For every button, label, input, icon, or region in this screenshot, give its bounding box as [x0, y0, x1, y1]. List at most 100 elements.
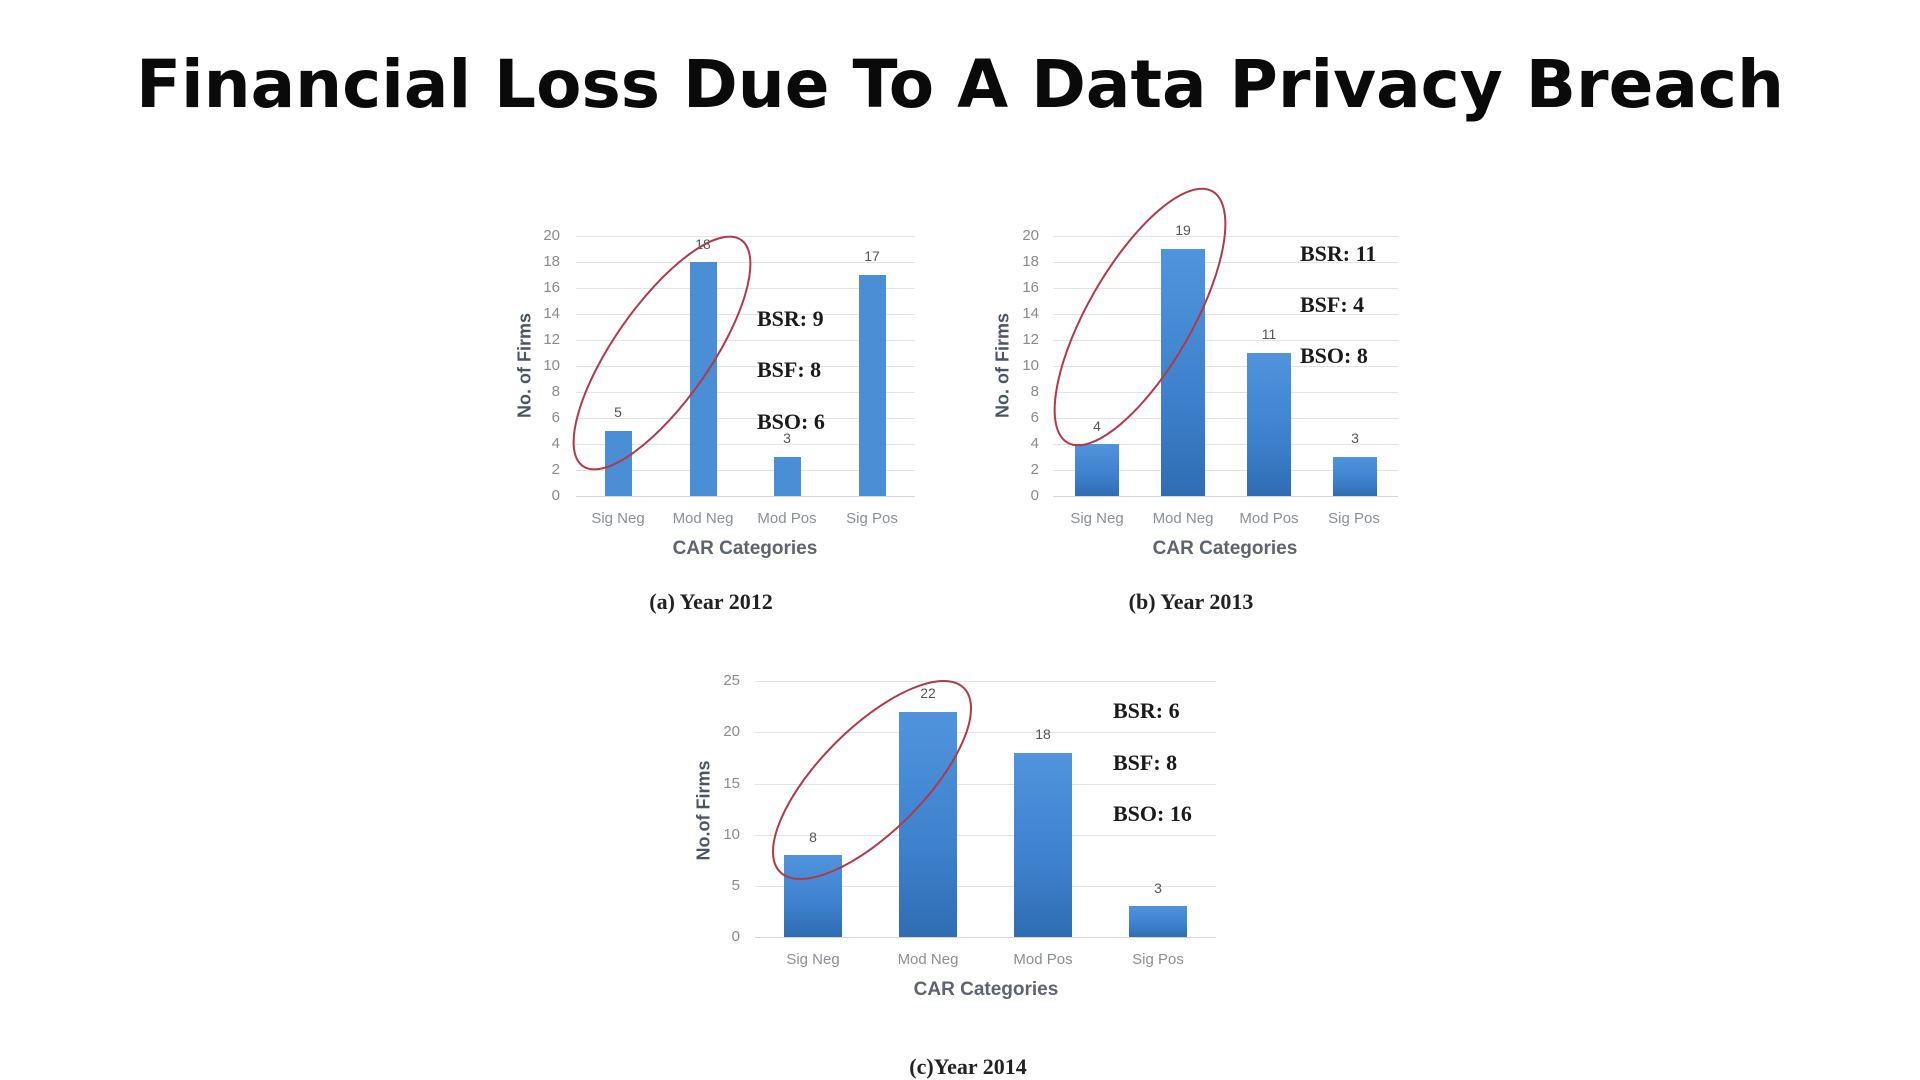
chart-caption: (a) Year 2012: [649, 589, 773, 614]
bar-sig-neg: [1075, 444, 1119, 496]
gridline: [755, 732, 1216, 733]
gridline: [1053, 236, 1398, 237]
y-axis-label: No. of Firms: [514, 313, 535, 419]
value-label: 22: [920, 685, 936, 701]
category-label: Sig Pos: [1328, 510, 1380, 527]
gridline: [576, 236, 915, 237]
gridline: [576, 470, 915, 471]
category-label: Sig Neg: [786, 951, 840, 968]
bar-mod-pos: [1014, 753, 1072, 937]
y-tick: 14: [543, 305, 560, 322]
value-label: 19: [1175, 222, 1191, 238]
bar-mod-pos: [774, 457, 801, 496]
bar-mod-neg: [1161, 249, 1205, 496]
y-axis-label: No. of Firms: [992, 313, 1013, 419]
category-label: Mod Neg: [1152, 510, 1214, 527]
y-tick: 10: [1022, 357, 1039, 374]
y-tick: 2: [551, 461, 560, 478]
value-label: 18: [1035, 726, 1051, 742]
category-label: Sig Pos: [1132, 951, 1184, 968]
stat-bso: BSO: 6: [757, 409, 825, 434]
y-tick: 4: [1030, 435, 1039, 452]
y-axis-label: No.of Firms: [693, 760, 714, 861]
y-tick: 16: [543, 279, 560, 296]
gridline: [755, 886, 1216, 887]
x-axis-line: [1053, 496, 1398, 497]
category-label: Mod Pos: [1013, 951, 1073, 968]
category-label: Mod Neg: [897, 951, 959, 968]
category-label: Sig Neg: [591, 510, 645, 527]
y-tick: 18: [543, 253, 560, 270]
category-label: Mod Neg: [672, 510, 734, 527]
bar-sig-neg: [784, 855, 842, 937]
y-tick: 0: [551, 487, 560, 504]
y-tick: 20: [543, 227, 560, 244]
y-tick: 10: [543, 357, 560, 374]
category-label: Mod Pos: [757, 510, 817, 527]
value-label: 3: [1351, 430, 1359, 446]
gridline: [755, 784, 1216, 785]
y-tick: 5: [731, 877, 740, 894]
chart-caption: (c)Year 2014: [909, 1054, 1027, 1079]
x-axis-line: [576, 496, 915, 497]
category-label: Sig Neg: [1070, 510, 1124, 527]
stat-bso: BSO: 16: [1113, 801, 1192, 826]
y-tick: 12: [1022, 331, 1039, 348]
value-label: 3: [1154, 880, 1162, 896]
y-tick: 8: [551, 383, 560, 400]
bar-sig-pos: [1129, 906, 1187, 937]
category-label: Mod Pos: [1239, 510, 1299, 527]
stat-bsr: BSR: 6: [1113, 698, 1180, 723]
x-axis-label: CAR Categories: [913, 979, 1059, 1000]
value-label: 8: [809, 829, 817, 845]
value-label: 18: [695, 236, 711, 252]
y-tick: 16: [1022, 279, 1039, 296]
stat-bsf: BSF: 8: [1113, 750, 1178, 775]
highlight-ellipse-2013: [1053, 187, 1227, 447]
category-label: Sig Pos: [846, 510, 898, 527]
y-tick: 18: [1022, 253, 1039, 270]
gridline: [1053, 340, 1398, 341]
y-tick: 0: [731, 928, 740, 945]
y-tick: 14: [1022, 305, 1039, 322]
chart-caption: (b) Year 2013: [1128, 589, 1254, 614]
y-tick: 8: [1030, 383, 1039, 400]
stat-bsr: BSR: 11: [1300, 241, 1377, 266]
x-axis-label: CAR Categories: [672, 538, 818, 559]
gridline: [1053, 392, 1398, 393]
y-tick: 2: [1030, 461, 1039, 478]
bar-sig-pos: [859, 275, 886, 496]
y-tick: 15: [723, 775, 740, 792]
stat-bso: BSO: 8: [1300, 343, 1368, 368]
bar-mod-neg: [690, 262, 717, 496]
y-tick: 10: [723, 826, 740, 843]
gridline: [1053, 470, 1398, 471]
y-tick: 6: [1030, 409, 1039, 426]
y-tick: 6: [551, 409, 560, 426]
x-axis-label: CAR Categories: [1152, 538, 1298, 559]
highlight-ellipse-2014: [771, 679, 973, 881]
stat-bsf: BSF: 4: [1300, 292, 1365, 317]
bar-sig-neg: [605, 431, 632, 496]
y-tick: 4: [551, 435, 560, 452]
highlight-ellipse-2012: [572, 235, 752, 471]
bar-mod-neg: [899, 712, 957, 937]
value-label: 11: [1261, 326, 1277, 342]
value-label: 4: [1093, 418, 1101, 434]
bar-sig-pos: [1333, 457, 1377, 496]
stat-bsf: BSF: 8: [757, 357, 822, 382]
y-tick: 20: [723, 723, 740, 740]
value-label: 3: [783, 430, 791, 446]
gridline: [1053, 288, 1398, 289]
gridline: [755, 681, 1216, 682]
y-tick: 0: [1030, 487, 1039, 504]
page-title: Financial Loss Due To A Data Privacy Bre…: [135, 46, 1785, 123]
value-label: 17: [864, 248, 880, 264]
y-tick: 25: [723, 672, 740, 689]
y-tick: 20: [1022, 227, 1039, 244]
gridline: [755, 835, 1216, 836]
bar-mod-pos: [1247, 353, 1291, 496]
y-tick: 12: [543, 331, 560, 348]
x-axis-line: [755, 937, 1216, 938]
